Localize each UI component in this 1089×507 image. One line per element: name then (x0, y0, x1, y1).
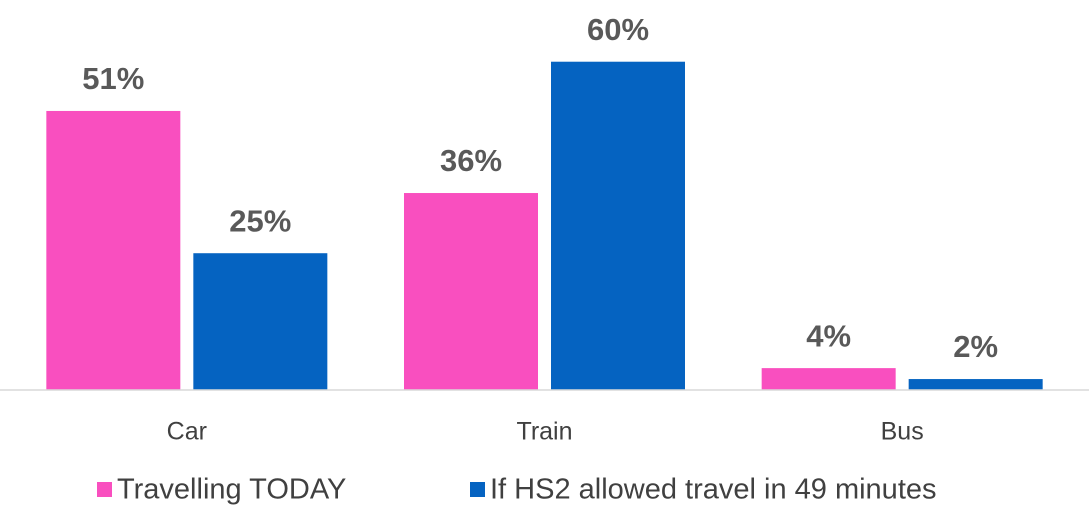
bar (46, 110, 181, 390)
x-tick-label: Car (167, 418, 207, 446)
bar (551, 61, 685, 390)
x-tick-label: Bus (881, 418, 924, 446)
bar (761, 368, 896, 390)
legend-swatch (97, 482, 112, 497)
legend-label: If HS2 allowed travel in 49 minutes (490, 474, 937, 506)
bar (404, 193, 538, 390)
value-label: 36% (440, 143, 502, 178)
legend-label: Travelling TODAY (117, 474, 346, 506)
value-label: 51% (82, 61, 144, 96)
x-tick-label: Train (516, 418, 572, 446)
value-label: 25% (229, 203, 291, 238)
value-label: 4% (806, 318, 851, 353)
bar (908, 379, 1043, 390)
legend-swatch (470, 482, 485, 497)
bar (193, 253, 328, 390)
value-label: 60% (587, 12, 649, 47)
value-label: 2% (953, 329, 998, 364)
